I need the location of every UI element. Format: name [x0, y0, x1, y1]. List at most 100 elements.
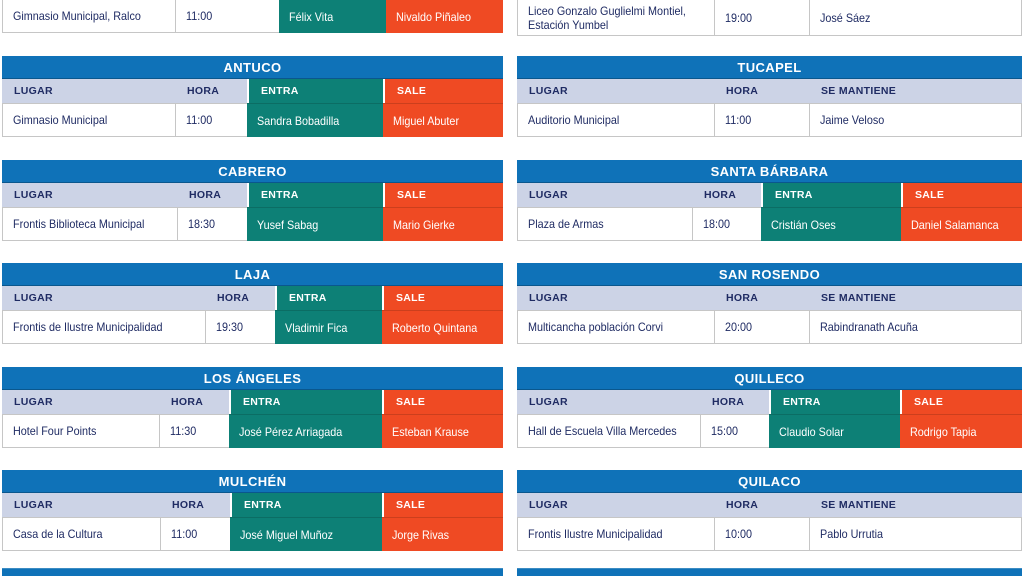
- column-header-sale: SALE: [383, 183, 503, 207]
- cell-hora: 18:00: [692, 207, 761, 241]
- cell-sale: Roberto Quintana: [382, 310, 503, 344]
- column-header-hora: HORA: [714, 79, 809, 103]
- column-header-entra: ENTRA: [229, 390, 382, 414]
- column-header-lugar: LUGAR: [517, 183, 692, 207]
- cell-hora: 11:00: [175, 0, 279, 33]
- cell-se-mantiene: José Sáez: [809, 0, 1022, 36]
- table-tucapel: TUCAPEL LUGAR HORA SE MANTIENE Auditorio…: [517, 56, 1022, 137]
- table-title: LOS ÁNGELES: [2, 367, 503, 390]
- cell-hora: 18:30: [177, 207, 247, 241]
- column-header-entra: ENTRA: [247, 183, 383, 207]
- column-header-hora: HORA: [714, 286, 809, 310]
- column-header-hora: HORA: [175, 79, 247, 103]
- column-header-hora: HORA: [700, 390, 769, 414]
- table-title: SANTA BÁRBARA: [517, 160, 1022, 183]
- column-header-lugar: LUGAR: [2, 79, 175, 103]
- table-ralco-partial: Gimnasio Municipal, Ralco 11:00 Félix Vi…: [2, 0, 503, 33]
- cell-entra: Sandra Bobadilla: [247, 103, 383, 137]
- table-los-angeles: LOS ÁNGELES LUGAR HORA ENTRA SALE Hotel …: [2, 367, 503, 448]
- table-title: MULCHÉN: [2, 470, 503, 493]
- column-header-sale: SALE: [382, 493, 503, 517]
- column-header-hora: HORA: [177, 183, 247, 207]
- cell-lugar: Gimnasio Municipal: [2, 103, 175, 137]
- cell-lugar: Gimnasio Municipal, Ralco: [2, 0, 175, 33]
- table-san-rosendo: SAN ROSENDO LUGAR HORA SE MANTIENE Multi…: [517, 263, 1022, 344]
- cell-lugar: Auditorio Municipal: [517, 103, 714, 137]
- cell-sale: Nivaldo Piñaleo: [386, 0, 503, 33]
- column-header-sale: SALE: [901, 183, 1022, 207]
- cell-lugar: Plaza de Armas: [517, 207, 692, 241]
- table-yumbel-partial: Liceo Gonzalo Guglielmi Montiel, Estació…: [517, 0, 1022, 36]
- table-title: SAN ROSENDO: [517, 263, 1022, 286]
- column-header-lugar: LUGAR: [517, 286, 714, 310]
- column-header-lugar: LUGAR: [2, 183, 177, 207]
- cell-lugar: Casa de la Cultura: [2, 517, 160, 551]
- column-header-entra: ENTRA: [769, 390, 900, 414]
- table-quilleco: QUILLECO LUGAR HORA ENTRA SALE Hall de E…: [517, 367, 1022, 448]
- column-header-lugar: LUGAR: [2, 286, 205, 310]
- cell-hora: 20:00: [714, 310, 809, 344]
- cell-lugar: Hall de Escuela Villa Mercedes: [517, 414, 700, 448]
- table-cabrero: CABRERO LUGAR HORA ENTRA SALE Frontis Bi…: [2, 160, 503, 241]
- table-title: QUILACO: [517, 470, 1022, 493]
- table-laja: LAJA LUGAR HORA ENTRA SALE Frontis de Il…: [2, 263, 503, 344]
- cell-lugar: Multicancha población Corvi: [517, 310, 714, 344]
- table-title: ANTUCO: [2, 56, 503, 79]
- column-header-hora: HORA: [205, 286, 275, 310]
- cell-entra: Vladimir Fica: [275, 310, 382, 344]
- cell-sale: Rodrigo Tapia: [900, 414, 1022, 448]
- column-header-se-mantiene: SE MANTIENE: [809, 79, 1022, 103]
- column-header-hora: HORA: [692, 183, 761, 207]
- column-header-sale: SALE: [382, 390, 503, 414]
- cell-hora: 19:30: [205, 310, 275, 344]
- cell-hora: 11:00: [714, 103, 809, 137]
- cell-entra: Claudio Solar: [769, 414, 900, 448]
- cell-se-mantiene: Jaime Veloso: [809, 103, 1022, 137]
- table-quilaco: QUILACO LUGAR HORA SE MANTIENE Frontis I…: [517, 470, 1022, 551]
- cell-entra: José Pérez Arriagada: [229, 414, 382, 448]
- cell-lugar: Liceo Gonzalo Guglielmi Montiel, Estació…: [517, 0, 714, 36]
- column-header-se-mantiene: SE MANTIENE: [809, 286, 1022, 310]
- cell-entra: Yusef Sabag: [247, 207, 383, 241]
- cell-sale: Mario Gierke: [383, 207, 503, 241]
- column-header-hora: HORA: [714, 493, 809, 517]
- column-header-lugar: LUGAR: [2, 493, 160, 517]
- table-title-partial-right: [517, 568, 1022, 576]
- cell-sale: Esteban Krause: [382, 414, 503, 448]
- column-header-lugar: LUGAR: [517, 493, 714, 517]
- column-header-sale: SALE: [383, 79, 503, 103]
- table-title: LAJA: [2, 263, 503, 286]
- column-header-hora: HORA: [159, 390, 229, 414]
- cell-se-mantiene: Pablo Urrutia: [809, 517, 1022, 551]
- cell-hora: 19:00: [714, 0, 809, 36]
- cell-hora: 11:00: [175, 103, 247, 137]
- cell-sale: Jorge Rivas: [382, 517, 503, 551]
- column-header-lugar: LUGAR: [2, 390, 159, 414]
- cell-sale: Miguel Abuter: [383, 103, 503, 137]
- table-antuco: ANTUCO LUGAR HORA ENTRA SALE Gimnasio Mu…: [2, 56, 503, 137]
- cell-hora: 10:00: [714, 517, 809, 551]
- column-header-entra: ENTRA: [230, 493, 382, 517]
- cell-hora: 15:00: [700, 414, 769, 448]
- column-header-entra: ENTRA: [247, 79, 383, 103]
- cell-hora: 11:30: [159, 414, 229, 448]
- column-header-entra: ENTRA: [275, 286, 382, 310]
- cell-lugar: Frontis de Ilustre Municipalidad: [2, 310, 205, 344]
- table-santa-barbara: SANTA BÁRBARA LUGAR HORA ENTRA SALE Plaz…: [517, 160, 1022, 241]
- cell-se-mantiene: Rabindranath Acuña: [809, 310, 1022, 344]
- cell-entra: Félix Vita: [279, 0, 386, 33]
- column-header-lugar: LUGAR: [517, 390, 700, 414]
- column-header-se-mantiene: SE MANTIENE: [809, 493, 1022, 517]
- table-mulchen: MULCHÉN LUGAR HORA ENTRA SALE Casa de la…: [2, 470, 503, 551]
- column-header-entra: ENTRA: [761, 183, 901, 207]
- table-title-partial-left: [2, 568, 503, 576]
- cell-entra: José Miguel Muñoz: [230, 517, 382, 551]
- table-title: QUILLECO: [517, 367, 1022, 390]
- column-header-hora: HORA: [160, 493, 230, 517]
- column-header-sale: SALE: [900, 390, 1022, 414]
- column-header-sale: SALE: [382, 286, 503, 310]
- cell-lugar: Frontis Biblioteca Municipal: [2, 207, 177, 241]
- cell-lugar: Hotel Four Points: [2, 414, 159, 448]
- cell-lugar: Frontis Ilustre Municipalidad: [517, 517, 714, 551]
